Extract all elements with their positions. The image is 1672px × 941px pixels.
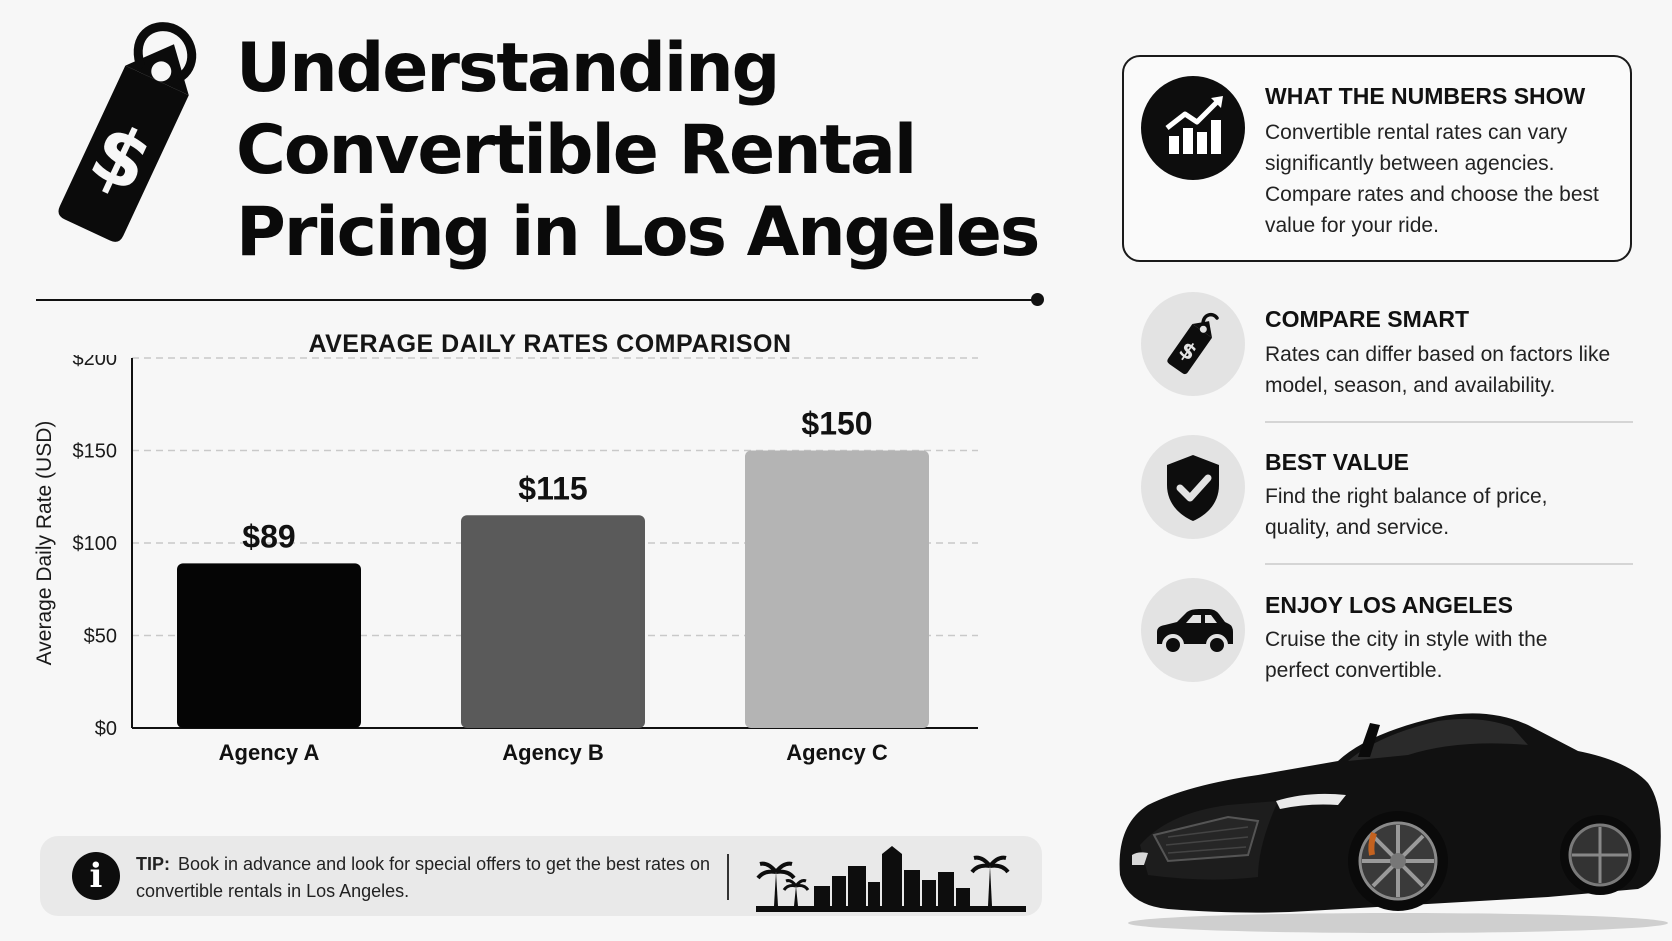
- y-tick-label: $100: [73, 533, 118, 555]
- y-tick-label: $200: [73, 355, 118, 370]
- bar-value-label: $150: [801, 406, 872, 442]
- compare-body: Rates can differ based on factors like m…: [1265, 343, 1611, 397]
- y-axis-label: Average Daily Rate (USD): [33, 421, 56, 666]
- value-body: Find the right balance of price, quality…: [1265, 485, 1548, 539]
- bar: [461, 515, 645, 728]
- bar: [745, 450, 929, 728]
- bar-chart-growth-icon: [1165, 96, 1223, 154]
- bar: [177, 563, 361, 728]
- bar-value-label: $89: [242, 518, 295, 554]
- price-tag-icon: $: [58, 22, 197, 242]
- x-tick-label: Agency C: [786, 740, 888, 765]
- bar-chart: $0 $50 $100 $150 $200 Average Daily Rate (USD…: [33, 355, 978, 765]
- title-line-3: Pricing in Los Angeles: [236, 193, 1040, 272]
- bar-value-label: $115: [518, 470, 587, 506]
- value-heading: BEST VALUE: [1265, 449, 1409, 475]
- numbers-heading: WHAT THE NUMBERS SHOW: [1265, 83, 1586, 109]
- los-angeles-skyline-icon: [756, 846, 1026, 912]
- x-tick-label: Agency A: [219, 740, 320, 765]
- tip-text: TIP: Book in advance and look for special…: [136, 851, 736, 905]
- info-icon: i: [72, 852, 120, 900]
- chart-title: AVERAGE DAILY RATES COMPARISON: [308, 330, 792, 358]
- y-tick-label: $150: [73, 441, 118, 463]
- title-divider-dot: [1031, 293, 1044, 306]
- x-tick-label: Agency B: [502, 740, 603, 765]
- title-divider: [36, 299, 1038, 301]
- title-line-2: Convertible Rental: [236, 111, 917, 190]
- numbers-body: Convertible rental rates can vary signif…: [1265, 121, 1599, 237]
- numbers-icon-circle: [1141, 76, 1245, 180]
- tip-label: TIP:: [136, 854, 170, 874]
- shield-check-icon: [1167, 455, 1219, 521]
- compare-heading: COMPARE SMART: [1265, 306, 1470, 332]
- section-divider: [1265, 421, 1633, 423]
- tip-box: i TIP: Book in advance and look for speci…: [40, 836, 1042, 916]
- enjoy-body: Cruise the city in style with the perfec…: [1265, 628, 1548, 682]
- convertible-car-image: [1119, 713, 1668, 933]
- page-title: Understanding Convertible Rental Pricing…: [236, 28, 1056, 274]
- compare-icon-circle: $: [1141, 292, 1245, 396]
- car-icon: [1157, 609, 1233, 656]
- y-tick-label: $50: [84, 626, 117, 648]
- value-icon-circle: [1141, 435, 1245, 539]
- title-line-1: Understanding: [236, 29, 780, 108]
- enjoy-icon-circle: [1141, 578, 1245, 682]
- tip-divider: [727, 854, 729, 900]
- tip-body: Book in advance and look for special off…: [136, 854, 711, 901]
- section-divider: [1265, 563, 1633, 565]
- price-tag-icon: $: [1167, 312, 1219, 375]
- enjoy-heading: ENJOY LOS ANGELES: [1265, 592, 1513, 618]
- y-tick-label: $0: [95, 718, 117, 740]
